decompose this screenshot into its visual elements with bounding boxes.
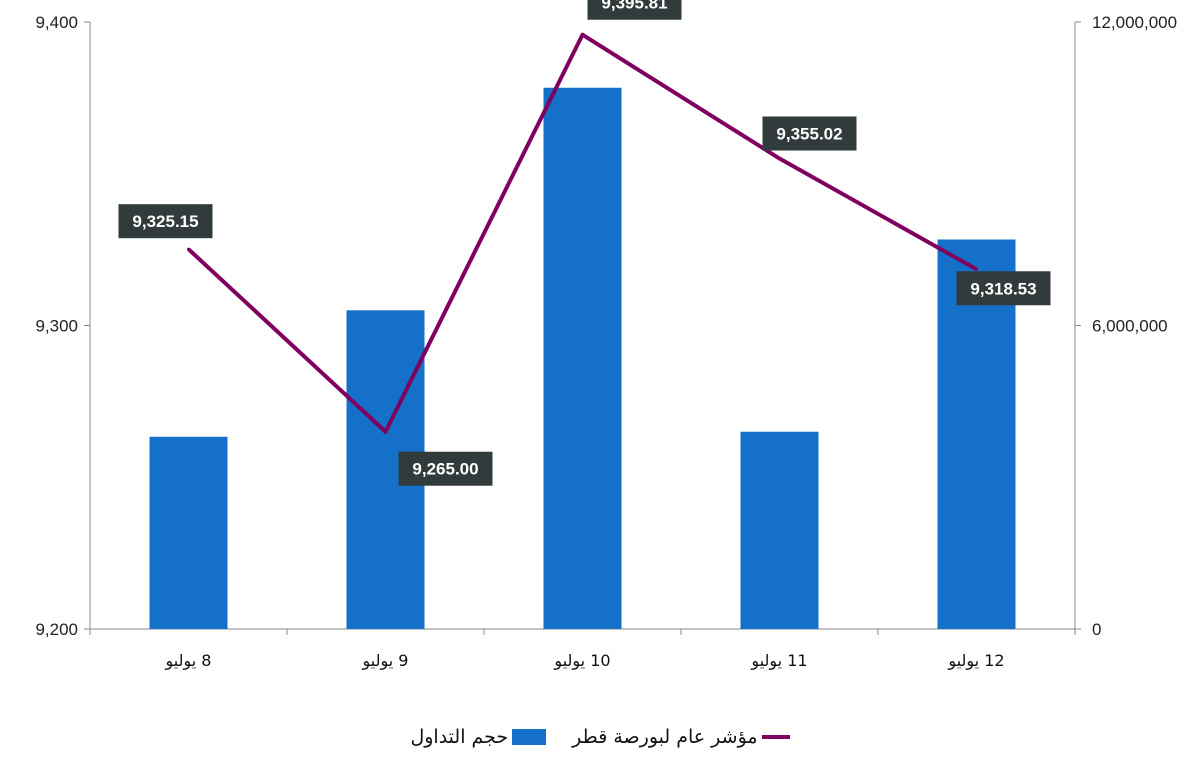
- combo-chart: 9,200 9,300 9,400 0 6,000,000 12,000,000 8 يول…: [35, 0, 1177, 671]
- legend: مؤشر عام لبورصة قطر حجم التداول: [0, 726, 1200, 748]
- data-label-box: [118, 204, 213, 239]
- legend-bar-swatch: [512, 729, 547, 745]
- data-label-box: [398, 451, 493, 486]
- bar-volume: [543, 87, 622, 630]
- x-axis-tick-label: 8 يوليو: [165, 651, 212, 671]
- data-label: 9,318.53: [970, 279, 1036, 298]
- legend-label-volume: حجم التداول: [410, 726, 509, 748]
- legend-item-index: مؤشر عام لبورصة قطر: [572, 726, 790, 748]
- right-axis-tick-label: 12,000,000: [1092, 13, 1177, 32]
- legend-item-volume: حجم التداول: [410, 726, 547, 748]
- left-axis-tick-label: 9,400: [35, 13, 78, 32]
- data-label: 9,395.81: [601, 0, 667, 13]
- line-point: [384, 430, 387, 434]
- data-label-box: [762, 116, 857, 151]
- x-axis-tick-label: 10 يوليو: [553, 651, 610, 671]
- bar-volume: [740, 431, 819, 629]
- data-label-box: [956, 271, 1051, 306]
- line-point: [778, 157, 781, 161]
- x-axis-tick-label: 11 يوليو: [750, 651, 807, 671]
- x-axis-tick-label: 9 يوليو: [362, 651, 409, 671]
- left-axis-tick-label: 9,200: [35, 620, 78, 639]
- x-axis-tick-label: 12 يوليو: [947, 651, 1004, 671]
- legend-label-index: مؤشر عام لبورصة قطر: [572, 726, 758, 748]
- data-label: 9,355.02: [776, 125, 842, 144]
- data-label-box: [587, 0, 682, 20]
- data-label: 9,325.15: [132, 212, 198, 231]
- right-axis-tick-label: 6,000,000: [1092, 317, 1168, 336]
- data-label: 9,265.00: [412, 460, 478, 479]
- left-axis-tick-label: 9,300: [35, 317, 78, 336]
- line-point: [975, 267, 978, 271]
- line-point: [187, 247, 190, 251]
- right-axis-tick-label: 0: [1092, 620, 1101, 639]
- legend-line-swatch: [761, 735, 790, 739]
- bar-volume: [149, 436, 228, 629]
- line-point: [581, 33, 584, 37]
